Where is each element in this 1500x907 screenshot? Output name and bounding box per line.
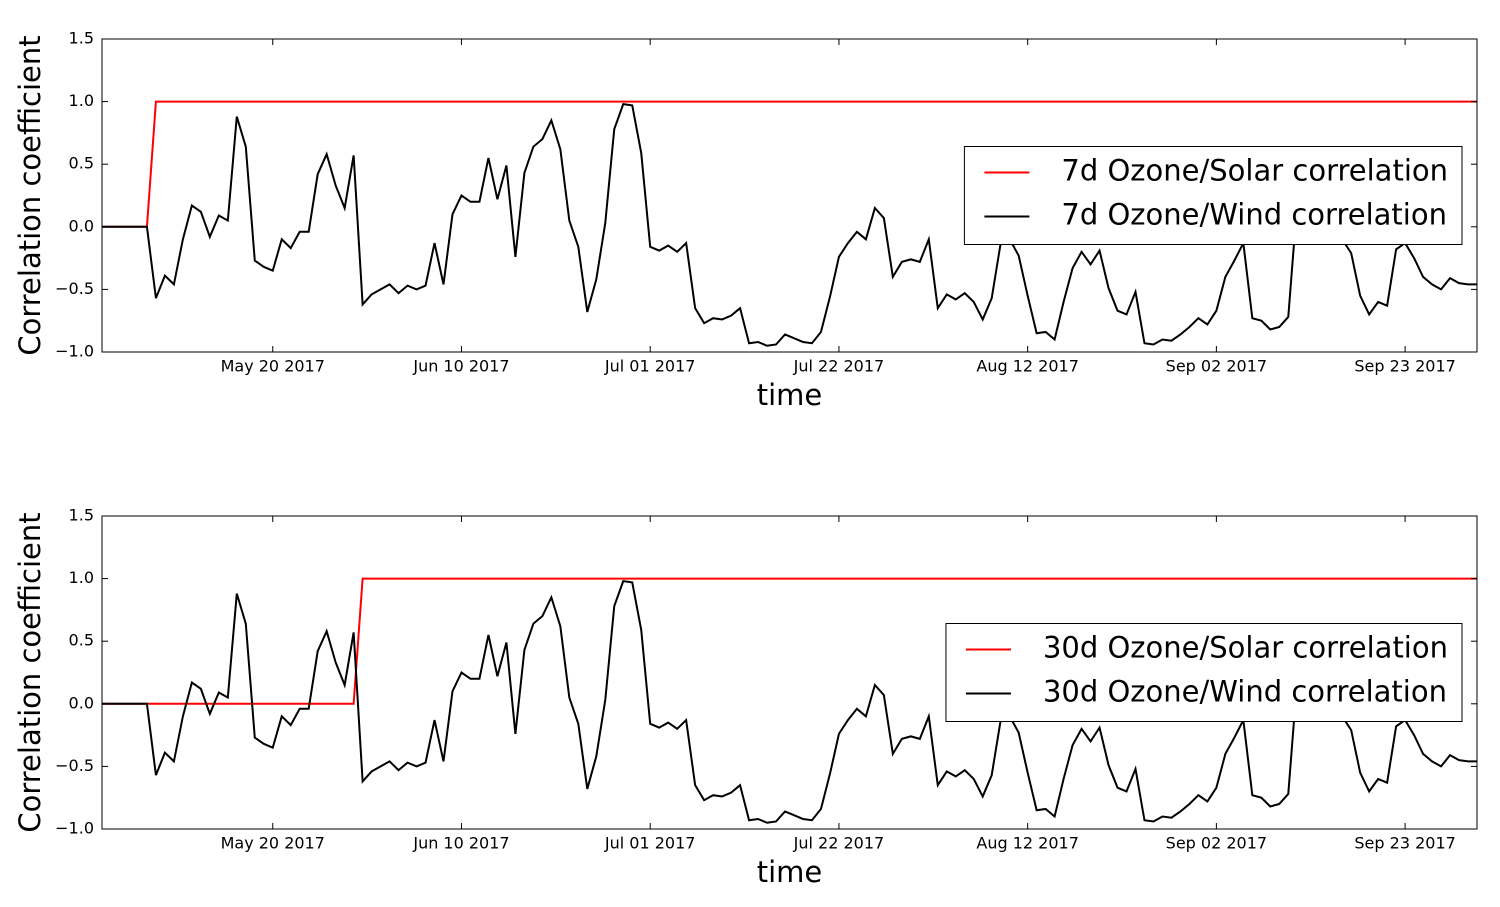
y-axis-label: Correlation coefficient (13, 512, 47, 832)
y-tick-label: 1.5 (69, 29, 94, 48)
y-tick-label: −1.0 (55, 342, 94, 361)
x-tick-label: Jul 01 2017 (604, 834, 696, 853)
y-tick-label: 0.5 (69, 631, 94, 650)
y-tick-label: 0.0 (69, 693, 94, 712)
series-line (102, 579, 1477, 824)
y-tick-label: 1.0 (69, 91, 94, 110)
series-line (102, 100, 1477, 228)
x-tick-label: Jun 10 2017 (412, 834, 509, 853)
y-axis-label: Correlation coefficient (13, 35, 47, 355)
axes-frame (101, 38, 1478, 353)
legend-box (945, 623, 1463, 722)
y-tick-label: −0.5 (55, 279, 94, 298)
x-axis-label: time (757, 378, 823, 412)
x-tick-label: Sep 02 2017 (1166, 834, 1267, 853)
y-tick-label: −0.5 (55, 756, 94, 775)
x-tick-label: Sep 02 2017 (1166, 357, 1267, 376)
x-tick-label: Jul 01 2017 (604, 357, 696, 376)
legend-label: 7d Ozone/Solar correlation (1061, 154, 1448, 188)
x-tick-label: Aug 12 2017 (976, 834, 1079, 853)
axes-frame (101, 515, 1478, 830)
legend-label: 7d Ozone/Wind correlation (1061, 198, 1447, 232)
legend-label: 30d Ozone/Wind correlation (1043, 675, 1447, 709)
legend-label: 30d Ozone/Solar correlation (1043, 631, 1448, 665)
series-line (102, 102, 1477, 347)
legend: 7d Ozone/Solar correlation 7d Ozone/Wind … (963, 146, 1463, 245)
series-line (102, 577, 1477, 705)
x-tick-label: Jul 22 2017 (793, 834, 885, 853)
x-tick-label: May 20 2017 (221, 357, 325, 376)
y-tick-label: 0.5 (69, 154, 94, 173)
x-tick-label: May 20 2017 (221, 834, 325, 853)
plot-area (102, 577, 1477, 824)
legend-box (963, 146, 1463, 245)
x-tick-label: Aug 12 2017 (976, 357, 1079, 376)
x-axis-label: time (757, 855, 823, 889)
y-tick-label: 1.0 (69, 568, 94, 587)
plot-area (102, 100, 1477, 347)
legend: 30d Ozone/Solar correlation 30d Ozone/Win… (945, 623, 1463, 722)
x-tick-label: Sep 23 2017 (1354, 357, 1455, 376)
y-tick-label: 1.5 (69, 506, 94, 525)
y-tick-label: −1.0 (55, 819, 94, 838)
x-tick-label: Sep 23 2017 (1354, 834, 1455, 853)
y-tick-label: 0.0 (69, 216, 94, 235)
x-tick-label: Jul 22 2017 (793, 357, 885, 376)
x-tick-label: Jun 10 2017 (412, 357, 509, 376)
